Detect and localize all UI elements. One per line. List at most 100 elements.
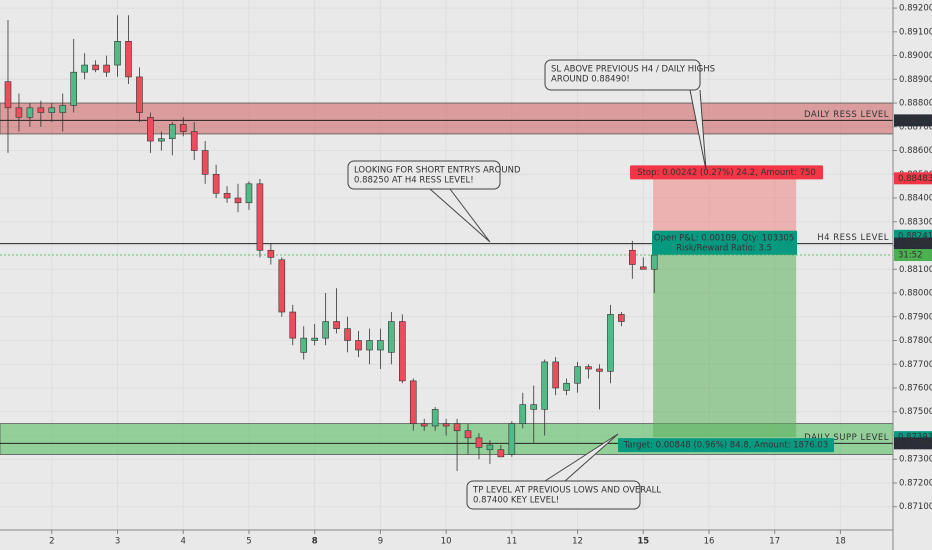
rr-label: Risk/Reward Ratio: 3.5 xyxy=(676,243,772,253)
candle-body xyxy=(48,107,56,113)
y-tick-label: 0.87300 xyxy=(899,455,932,465)
candle-body xyxy=(399,321,406,382)
candle-body xyxy=(125,41,132,78)
candle-body xyxy=(190,131,198,151)
candle-body xyxy=(81,64,88,73)
price-tag-label: 31:52 xyxy=(898,251,923,261)
candle-body xyxy=(618,314,625,322)
candle-body xyxy=(245,183,253,204)
y-tick-label: 0.88100 xyxy=(899,265,932,275)
x-tick-label: 16 xyxy=(704,537,715,547)
price-tag xyxy=(894,437,932,450)
y-tick-label: 0.89000 xyxy=(899,51,932,61)
zone xyxy=(0,102,894,135)
candle-body xyxy=(114,41,121,66)
x-tick-label: 17 xyxy=(769,537,780,547)
candle-body xyxy=(475,437,483,448)
price-tag xyxy=(894,114,932,127)
x-tick-label: 9 xyxy=(378,537,383,547)
callout-text: AROUND 0.88490! xyxy=(551,75,630,85)
x-tick-label: 11 xyxy=(506,537,517,547)
level-label: H4 RESS LEVEL xyxy=(817,233,889,243)
candle-body xyxy=(223,192,231,199)
candle-body xyxy=(311,337,318,341)
x-tick-label: 3 xyxy=(115,537,120,547)
pnl-label: Open P&L: 0.00109, Qty: 103305 xyxy=(654,233,794,243)
callout-text: 0.88250 AT H4 RESS LEVEL! xyxy=(354,176,474,186)
price-tag-label: 0.88727 xyxy=(898,116,932,126)
candle-body xyxy=(168,124,176,139)
price-tag-label: 0.88208 xyxy=(898,239,932,249)
x-tick-label: 10 xyxy=(441,537,452,547)
y-tick-label: 0.89200 xyxy=(899,4,932,14)
candle-body xyxy=(530,404,538,410)
candle-body xyxy=(201,150,209,175)
candle-body xyxy=(179,124,187,132)
target-label: Target: 0.00848 (0.96%) 84.8, Amount: 18… xyxy=(623,441,829,451)
candle-body xyxy=(585,366,592,370)
candle-body xyxy=(59,105,67,113)
callout-text: 0.87400 KEY LEVEL! xyxy=(473,496,559,506)
candle-body xyxy=(212,173,220,194)
price-tag xyxy=(894,237,932,250)
y-tick-label: 0.87800 xyxy=(899,336,932,346)
y-tick-label: 0.87200 xyxy=(899,478,932,488)
candle-body xyxy=(574,366,581,384)
y-tick-label: 0.88400 xyxy=(899,194,932,204)
stop-label: Stop: 0.00242 (0.27%) 24.2, Amount: 750 xyxy=(637,168,816,178)
candle-body xyxy=(158,138,165,142)
y-tick-label: 0.88600 xyxy=(899,146,932,156)
level-label: DAILY RESS LEVEL xyxy=(804,110,889,120)
candle-body xyxy=(388,321,395,353)
candle-body xyxy=(344,328,351,341)
candle-body xyxy=(322,321,329,339)
candle-body xyxy=(37,107,45,113)
callout-pointer xyxy=(429,188,491,243)
callout-box xyxy=(466,480,641,510)
stop-zone xyxy=(653,178,797,236)
candle-body xyxy=(607,314,614,372)
y-tick-label: 0.87900 xyxy=(899,312,932,322)
price-tag-label: 0.88483 xyxy=(898,174,932,184)
candle-body xyxy=(596,368,603,372)
y-tick-label: 0.87600 xyxy=(899,384,932,394)
candle-body xyxy=(267,249,275,258)
candle-body xyxy=(92,64,99,71)
candle-body xyxy=(103,64,110,73)
candle-body xyxy=(256,183,264,251)
candle-body xyxy=(442,423,450,427)
candle-body xyxy=(366,340,373,351)
x-tick-label: 18 xyxy=(835,537,846,547)
plot-area: DAILY RESS LEVEL H4 RESS LEVEL DAILY SUPP … xyxy=(0,0,894,530)
level-label: DAILY SUPP LEVEL xyxy=(804,433,889,443)
callout-box xyxy=(544,59,701,91)
candle-body xyxy=(136,76,143,113)
candle-body xyxy=(486,444,494,451)
callout-box xyxy=(347,160,501,190)
price-tag xyxy=(894,172,932,185)
y-tick-label: 0.87100 xyxy=(899,502,932,512)
candle-body xyxy=(147,117,154,142)
x-tick-label: 2 xyxy=(49,537,54,547)
candle-body xyxy=(377,340,384,351)
y-tick-label: 0.87500 xyxy=(899,407,932,417)
price-tag-label: 0.87367 xyxy=(898,439,932,449)
candle-body xyxy=(508,423,516,455)
candle-body xyxy=(234,197,242,204)
candle-body xyxy=(650,254,658,270)
x-tick-label: 5 xyxy=(246,537,251,547)
x-tick-label: 4 xyxy=(181,537,186,547)
x-tick-label: 8 xyxy=(312,537,318,547)
candle-body xyxy=(409,380,417,424)
candle-body xyxy=(629,249,636,265)
candle-body xyxy=(333,321,340,329)
y-tick-label: 0.89100 xyxy=(899,27,932,37)
candle-body xyxy=(563,382,570,391)
candle-body xyxy=(420,423,428,427)
candle-body xyxy=(15,107,23,118)
x-tick-label: 12 xyxy=(572,537,583,547)
candle-body xyxy=(278,259,286,313)
price-tag xyxy=(894,249,932,262)
x-tick-label: 15 xyxy=(637,537,649,547)
